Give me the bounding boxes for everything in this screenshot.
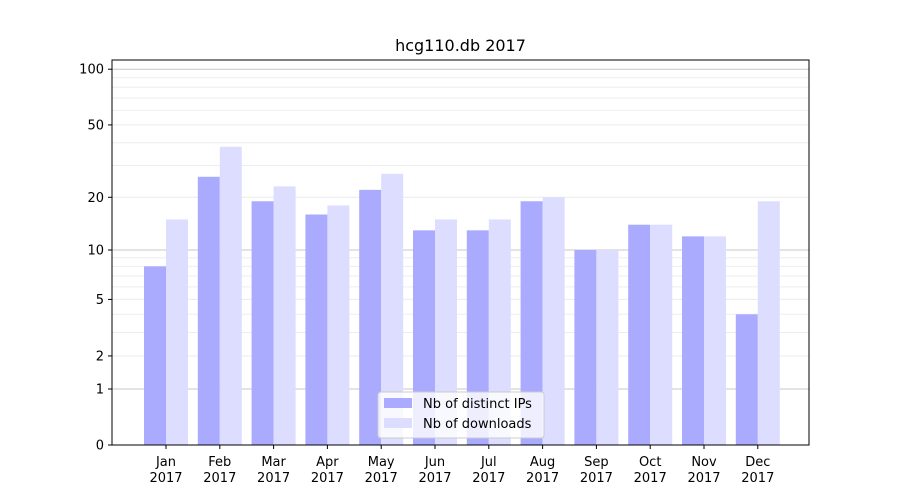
x-tick-label-month: Jun	[424, 455, 445, 470]
x-tick-label-year: 2017	[418, 471, 451, 486]
x-tick-label-year: 2017	[580, 471, 613, 486]
legend-swatch	[384, 418, 412, 428]
bar-ips	[413, 230, 435, 445]
legend-label: Nb of downloads	[423, 417, 532, 432]
x-tick-label-month: May	[368, 455, 395, 470]
bar-downloads	[166, 219, 188, 445]
y-tick-label: 5	[96, 293, 104, 308]
bar-ips	[574, 250, 597, 445]
y-axis: 0 1 2 5 10 20 50 100	[79, 63, 112, 454]
bar-downloads	[596, 250, 619, 445]
bar-downloads	[219, 146, 242, 445]
bar-downloads	[704, 236, 726, 445]
bar-downloads	[488, 219, 511, 445]
legend-label: Nb of distinct IPs	[423, 397, 532, 412]
x-tick-label-month: Sep	[584, 455, 609, 470]
bar-ips	[682, 236, 704, 445]
y-tick-label: 20	[87, 191, 104, 206]
bar-downloads	[435, 219, 457, 445]
x-tick-label-month: Nov	[691, 455, 717, 470]
y-tick-label: 50	[87, 118, 104, 133]
x-tick-label-month: Jul	[480, 455, 497, 470]
chart-title: hcg110.db 2017	[395, 36, 526, 55]
x-tick-label-year: 2017	[365, 471, 398, 486]
x-tick-label-year: 2017	[634, 471, 667, 486]
x-tick-label-year: 2017	[687, 471, 720, 486]
bar-ips	[197, 176, 220, 446]
bar-ips	[251, 201, 274, 445]
y-tick-label: 10	[87, 244, 104, 259]
x-tick-label-month: Oct	[639, 455, 661, 470]
bars	[144, 146, 780, 446]
bar-ips	[520, 201, 543, 445]
bar-downloads	[327, 205, 350, 445]
y-tick-label: 2	[96, 349, 104, 364]
x-tick-label-month: Jan	[155, 455, 176, 470]
y-tick-label: 100	[79, 63, 104, 78]
x-tick-label-year: 2017	[526, 471, 559, 486]
bar-downloads	[542, 197, 565, 445]
x-tick-label-year: 2017	[741, 471, 774, 486]
bar-ips	[628, 224, 651, 445]
y-tick-label: 0	[96, 439, 104, 454]
bar-downloads	[650, 224, 673, 445]
x-tick-label-year: 2017	[311, 471, 344, 486]
bar-downloads	[757, 201, 780, 445]
x-tick-label-month: Dec	[745, 455, 770, 470]
x-tick-label-year: 2017	[257, 471, 290, 486]
legend-swatch	[384, 398, 412, 408]
x-tick-label-month: Feb	[208, 455, 231, 470]
x-tick-label-month: Mar	[261, 455, 286, 470]
x-axis: Jan2017Feb2017Mar2017Apr2017May2017Jun20…	[149, 445, 774, 486]
x-tick-label-month: Apr	[316, 455, 339, 470]
y-tick-label: 1	[96, 383, 104, 398]
bar-ips	[735, 314, 758, 445]
x-tick-label-year: 2017	[472, 471, 505, 486]
x-tick-label-month: Aug	[530, 455, 555, 470]
x-tick-label-year: 2017	[203, 471, 236, 486]
legend-box	[377, 391, 545, 439]
bar-ips	[466, 230, 489, 445]
bar-ips	[144, 266, 166, 445]
bar-ips	[305, 214, 328, 445]
bar-ips	[359, 189, 382, 445]
bar-downloads	[381, 173, 404, 445]
x-tick-label-year: 2017	[149, 471, 182, 486]
bar-downloads	[273, 186, 296, 445]
plot-frame	[111, 59, 810, 446]
legend: Nb of distinct IPs Nb of downloads	[377, 391, 545, 439]
